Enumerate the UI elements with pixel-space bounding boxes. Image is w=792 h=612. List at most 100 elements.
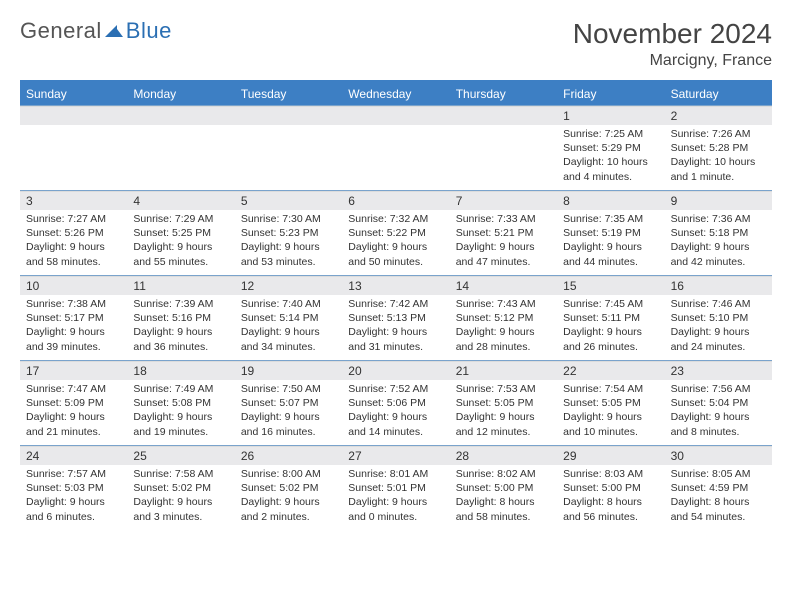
day-details: Sunrise: 7:30 AMSunset: 5:23 PMDaylight:… [235,210,342,273]
day-details: Sunrise: 7:58 AMSunset: 5:02 PMDaylight:… [127,465,234,528]
sunset-text: Sunset: 5:21 PM [456,226,551,240]
brand-part1: General [20,18,102,44]
sunrise-text: Sunrise: 8:01 AM [348,467,443,481]
daylight-text: Daylight: 9 hours and 34 minutes. [241,325,336,353]
calendar-cell: . [20,106,127,190]
calendar-cell: 21Sunrise: 7:53 AMSunset: 5:05 PMDayligh… [450,361,557,445]
brand-part2: Blue [126,18,172,44]
day-number: 3 [20,191,127,210]
sunrise-text: Sunrise: 7:36 AM [671,212,766,226]
calendar-cell: . [235,106,342,190]
sunrise-text: Sunrise: 8:03 AM [563,467,658,481]
day-details: Sunrise: 7:57 AMSunset: 5:03 PMDaylight:… [20,465,127,528]
sunrise-text: Sunrise: 8:02 AM [456,467,551,481]
sunset-text: Sunset: 5:23 PM [241,226,336,240]
daylight-text: Daylight: 9 hours and 10 minutes. [563,410,658,438]
day-details: Sunrise: 7:39 AMSunset: 5:16 PMDaylight:… [127,295,234,358]
day-number: . [235,106,342,125]
day-details: Sunrise: 8:05 AMSunset: 4:59 PMDaylight:… [665,465,772,528]
day-number: 22 [557,361,664,380]
sunrise-text: Sunrise: 7:29 AM [133,212,228,226]
daylight-text: Daylight: 9 hours and 53 minutes. [241,240,336,268]
calendar-cell: 25Sunrise: 7:58 AMSunset: 5:02 PMDayligh… [127,446,234,530]
sunset-text: Sunset: 5:13 PM [348,311,443,325]
sunrise-text: Sunrise: 7:30 AM [241,212,336,226]
calendar-cell: 27Sunrise: 8:01 AMSunset: 5:01 PMDayligh… [342,446,449,530]
week-row: 10Sunrise: 7:38 AMSunset: 5:17 PMDayligh… [20,275,772,360]
weeks-container: . . . . . 1Sunrise: 7:25 AMSunset: 5:29 … [20,105,772,530]
dow-friday: Friday [557,83,664,105]
day-number: 8 [557,191,664,210]
day-number: 30 [665,446,772,465]
day-number: 23 [665,361,772,380]
days-of-week-row: Sunday Monday Tuesday Wednesday Thursday… [20,83,772,105]
day-number: 20 [342,361,449,380]
sunset-text: Sunset: 5:14 PM [241,311,336,325]
sunrise-text: Sunrise: 7:57 AM [26,467,121,481]
sunset-text: Sunset: 5:26 PM [26,226,121,240]
sunrise-text: Sunrise: 7:45 AM [563,297,658,311]
daylight-text: Daylight: 9 hours and 26 minutes. [563,325,658,353]
day-number: 27 [342,446,449,465]
day-number: 2 [665,106,772,125]
day-number: 19 [235,361,342,380]
day-number: 25 [127,446,234,465]
daylight-text: Daylight: 9 hours and 39 minutes. [26,325,121,353]
dow-wednesday: Wednesday [342,83,449,105]
calendar-cell: 19Sunrise: 7:50 AMSunset: 5:07 PMDayligh… [235,361,342,445]
day-details: Sunrise: 7:25 AMSunset: 5:29 PMDaylight:… [557,125,664,188]
day-number: 18 [127,361,234,380]
daylight-text: Daylight: 9 hours and 36 minutes. [133,325,228,353]
day-details: Sunrise: 7:27 AMSunset: 5:26 PMDaylight:… [20,210,127,273]
day-number: 14 [450,276,557,295]
calendar-cell: 4Sunrise: 7:29 AMSunset: 5:25 PMDaylight… [127,191,234,275]
day-details: Sunrise: 8:00 AMSunset: 5:02 PMDaylight:… [235,465,342,528]
brand-logo: General Blue [20,18,172,44]
daylight-text: Daylight: 9 hours and 55 minutes. [133,240,228,268]
day-details: Sunrise: 8:01 AMSunset: 5:01 PMDaylight:… [342,465,449,528]
sunset-text: Sunset: 5:08 PM [133,396,228,410]
sunrise-text: Sunrise: 8:05 AM [671,467,766,481]
sunrise-text: Sunrise: 7:32 AM [348,212,443,226]
day-details: Sunrise: 7:32 AMSunset: 5:22 PMDaylight:… [342,210,449,273]
calendar-cell: 2Sunrise: 7:26 AMSunset: 5:28 PMDaylight… [665,106,772,190]
day-details: Sunrise: 7:29 AMSunset: 5:25 PMDaylight:… [127,210,234,273]
calendar-cell: . [342,106,449,190]
day-number: . [342,106,449,125]
week-row: 3Sunrise: 7:27 AMSunset: 5:26 PMDaylight… [20,190,772,275]
sunrise-text: Sunrise: 7:33 AM [456,212,551,226]
calendar-cell: 8Sunrise: 7:35 AMSunset: 5:19 PMDaylight… [557,191,664,275]
day-number: . [127,106,234,125]
calendar-cell: 22Sunrise: 7:54 AMSunset: 5:05 PMDayligh… [557,361,664,445]
day-details: Sunrise: 7:42 AMSunset: 5:13 PMDaylight:… [342,295,449,358]
day-number: . [450,106,557,125]
calendar-cell: 14Sunrise: 7:43 AMSunset: 5:12 PMDayligh… [450,276,557,360]
daylight-text: Daylight: 8 hours and 54 minutes. [671,495,766,523]
daylight-text: Daylight: 9 hours and 3 minutes. [133,495,228,523]
sunrise-text: Sunrise: 7:54 AM [563,382,658,396]
daylight-text: Daylight: 9 hours and 19 minutes. [133,410,228,438]
header: General Blue November 2024 Marcigny, Fra… [20,18,772,70]
calendar-page: General Blue November 2024 Marcigny, Fra… [0,0,792,548]
daylight-text: Daylight: 9 hours and 42 minutes. [671,240,766,268]
day-details: Sunrise: 7:54 AMSunset: 5:05 PMDaylight:… [557,380,664,443]
sunset-text: Sunset: 5:09 PM [26,396,121,410]
sunrise-text: Sunrise: 7:52 AM [348,382,443,396]
calendar-cell: 20Sunrise: 7:52 AMSunset: 5:06 PMDayligh… [342,361,449,445]
calendar-grid: Sunday Monday Tuesday Wednesday Thursday… [20,80,772,530]
daylight-text: Daylight: 9 hours and 8 minutes. [671,410,766,438]
daylight-text: Daylight: 9 hours and 58 minutes. [26,240,121,268]
dow-thursday: Thursday [450,83,557,105]
sunset-text: Sunset: 5:28 PM [671,141,766,155]
calendar-cell: 9Sunrise: 7:36 AMSunset: 5:18 PMDaylight… [665,191,772,275]
day-number: 16 [665,276,772,295]
sunset-text: Sunset: 5:10 PM [671,311,766,325]
daylight-text: Daylight: 9 hours and 6 minutes. [26,495,121,523]
sunset-text: Sunset: 5:12 PM [456,311,551,325]
calendar-cell: 7Sunrise: 7:33 AMSunset: 5:21 PMDaylight… [450,191,557,275]
calendar-cell: 3Sunrise: 7:27 AMSunset: 5:26 PMDaylight… [20,191,127,275]
day-number: 4 [127,191,234,210]
day-number: 1 [557,106,664,125]
day-details: Sunrise: 7:43 AMSunset: 5:12 PMDaylight:… [450,295,557,358]
calendar-cell: 29Sunrise: 8:03 AMSunset: 5:00 PMDayligh… [557,446,664,530]
